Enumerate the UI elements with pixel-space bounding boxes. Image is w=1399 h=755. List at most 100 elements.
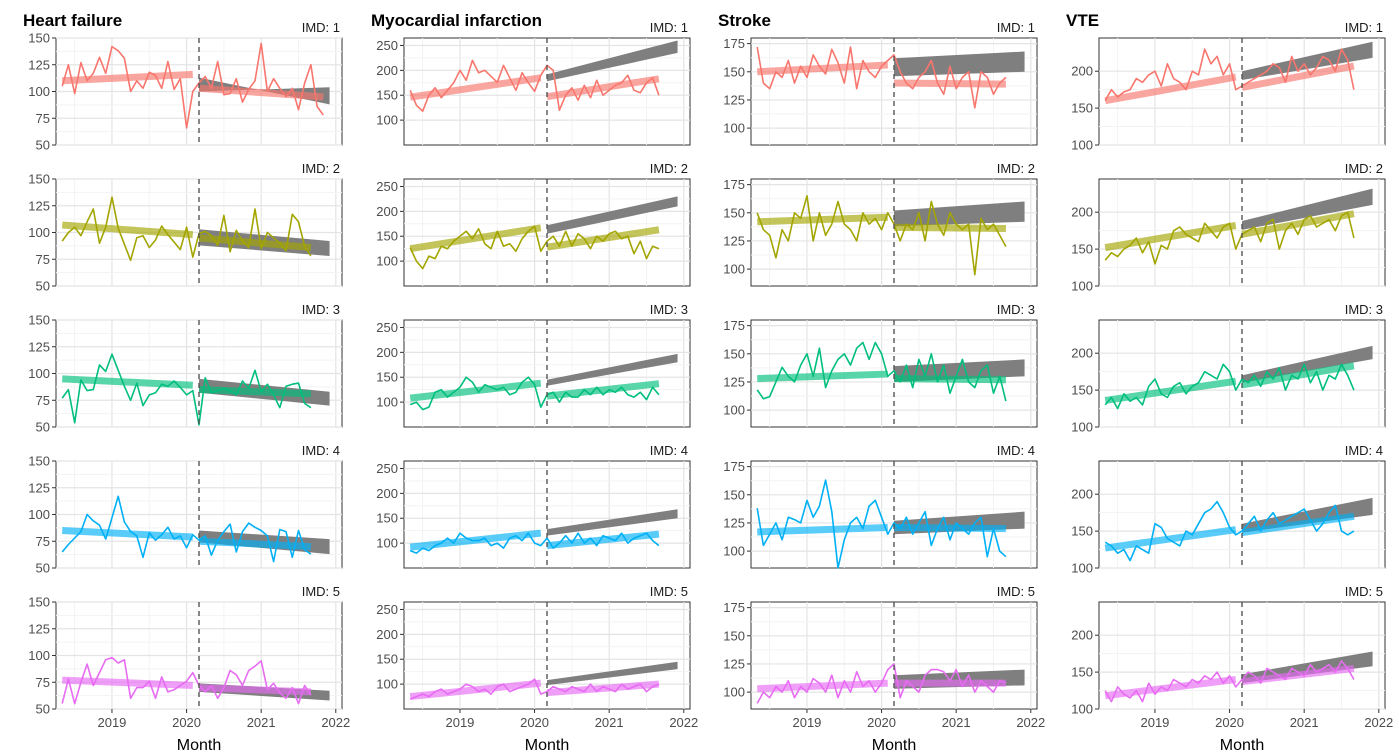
pre-trend-line	[1104, 222, 1237, 252]
y-tick-label: 250	[376, 320, 398, 335]
y-tick-label: 150	[723, 628, 745, 643]
post-trend-line	[546, 75, 660, 101]
y-tick-label: 175	[723, 177, 745, 192]
observed-series	[61, 196, 312, 262]
x-axis-title: Month	[1220, 737, 1264, 754]
post-trend-line	[546, 680, 660, 697]
y-tick-label: 150	[376, 88, 398, 103]
y-tick-label: 100	[376, 254, 398, 269]
panel: IMD: 1 100 125 150 175	[723, 20, 1038, 146]
panel: IMD: 2 100 150 200 250	[376, 161, 691, 287]
post-trend-line	[893, 375, 1006, 384]
y-tick-label: 75	[36, 393, 50, 408]
pre-trend-line	[757, 370, 888, 383]
y-tick-label: 50	[36, 561, 50, 576]
pre-trend-line	[62, 375, 193, 389]
y-tick-label: 100	[723, 121, 745, 136]
pre-trend-line	[62, 676, 193, 689]
y-tick-label: 250	[376, 179, 398, 194]
observed-series	[756, 341, 1007, 402]
strip-label: IMD: 4	[650, 443, 688, 458]
x-tick-label: 2019	[792, 715, 821, 730]
y-tick-label: 250	[376, 38, 398, 53]
x-axis-title: Month	[177, 737, 221, 754]
counterfactual-band	[547, 353, 678, 386]
y-tick-label: 100	[376, 677, 398, 692]
y-tick-label: 200	[1071, 205, 1093, 220]
pre-trend-line	[757, 213, 888, 226]
y-tick-label: 150	[28, 31, 50, 46]
y-tick-label: 100	[28, 507, 50, 522]
strip-label: IMD: 5	[302, 584, 340, 599]
y-tick-label: 150	[723, 64, 745, 79]
x-tick-label: 2020	[520, 715, 549, 730]
counterfactual-band	[547, 40, 678, 82]
panel: IMD: 3 100 125 150 175	[723, 302, 1038, 428]
y-tick-label: 200	[1071, 487, 1093, 502]
x-tick-label: 2020	[1215, 715, 1244, 730]
post-trend-line	[198, 84, 324, 101]
y-tick-label: 150	[376, 652, 398, 667]
panel: IMD: 1 50 75 100 125 150	[28, 20, 343, 153]
x-tick-label: 2019	[445, 715, 474, 730]
pre-trend-line	[62, 70, 193, 85]
pre-trend-line	[62, 527, 193, 541]
y-tick-label: 125	[28, 621, 50, 636]
y-tick-label: 125	[723, 515, 745, 530]
column-title: Heart failure	[23, 11, 122, 30]
post-trend-line	[1241, 664, 1355, 686]
strip-label: IMD: 1	[997, 20, 1035, 35]
panel: IMD: 3 50 75 100 125 150	[28, 302, 343, 435]
y-tick-label: 100	[1071, 279, 1093, 294]
x-tick-label: 2022	[1364, 715, 1393, 730]
y-tick-label: 50	[36, 702, 50, 717]
x-tick-label: 2020	[172, 715, 201, 730]
y-tick-label: 150	[376, 229, 398, 244]
post-trend-line	[546, 380, 660, 400]
y-tick-label: 200	[376, 627, 398, 642]
y-tick-label: 100	[376, 113, 398, 128]
pre-trend-line	[757, 679, 888, 693]
y-tick-label: 50	[36, 138, 50, 153]
post-trend-line	[546, 530, 660, 550]
x-tick-label: 2021	[942, 715, 971, 730]
post-trend-line	[198, 537, 312, 551]
y-tick-label: 150	[1071, 524, 1093, 539]
x-tick-label: 2022	[1016, 715, 1045, 730]
panel: IMD: 3 100 150 200 250	[376, 302, 691, 428]
strip-label: IMD: 2	[650, 161, 688, 176]
column-title: Myocardial infarction	[371, 11, 542, 30]
y-tick-label: 150	[28, 313, 50, 328]
pre-trend-line	[1104, 377, 1237, 404]
panel: IMD: 1 100 150 200 250	[376, 20, 691, 146]
x-tick-label: 2021	[247, 715, 276, 730]
column-titles: Heart failure Myocardial infarction Stroke…	[23, 11, 1099, 30]
strip-label: IMD: 1	[1345, 20, 1383, 35]
pre-trend-line	[409, 74, 542, 101]
panel: IMD: 2 100 150 200	[1071, 161, 1386, 294]
counterfactual-band	[547, 509, 678, 536]
counterfactual-band	[547, 196, 678, 234]
y-tick-label: 150	[28, 595, 50, 610]
counterfactual-band	[1242, 345, 1373, 383]
x-axis-title: Month	[525, 737, 569, 754]
panel: IMD: 1 100 150 200	[1071, 20, 1386, 153]
strip-label: IMD: 2	[1345, 161, 1383, 176]
y-tick-label: 175	[723, 459, 745, 474]
x-tick-label: 2022	[321, 715, 350, 730]
pre-trend-line	[61, 221, 194, 239]
y-tick-label: 200	[1071, 64, 1093, 79]
observed-series	[61, 353, 312, 426]
post-trend-line	[893, 223, 1006, 233]
y-tick-label: 100	[1071, 561, 1093, 576]
counterfactual-band	[1242, 41, 1373, 81]
strip-label: IMD: 2	[302, 161, 340, 176]
y-tick-label: 200	[376, 63, 398, 78]
y-tick-label: 100	[28, 225, 50, 240]
strip-label: IMD: 5	[1345, 584, 1383, 599]
panel: IMD: 4 100 125 150 175	[723, 443, 1038, 569]
post-trend-line	[1241, 62, 1355, 91]
y-tick-label: 150	[723, 205, 745, 220]
column-title: VTE	[1066, 11, 1099, 30]
